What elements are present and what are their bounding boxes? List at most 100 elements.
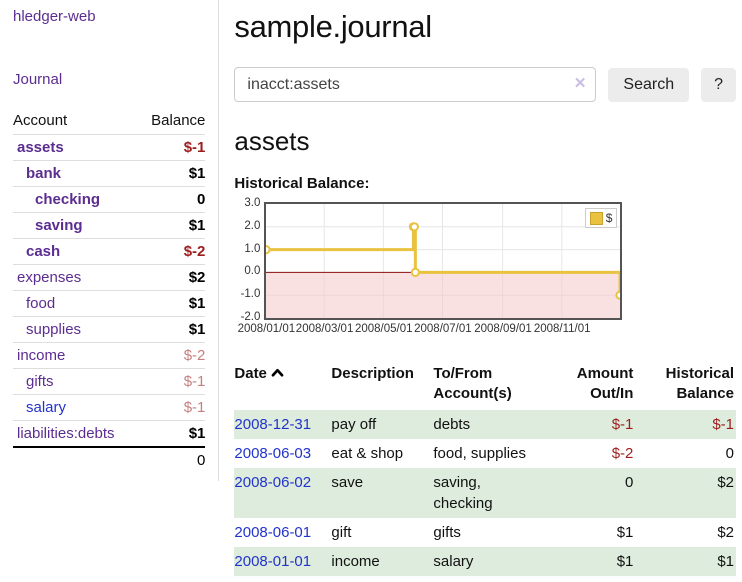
account-row: liabilities:debts $1	[13, 420, 206, 448]
transaction-description: gift	[331, 523, 352, 541]
transaction-row: 2008-06-02 save saving, checking 0 $2	[234, 467, 736, 518]
account-link[interactable]: cash	[26, 243, 61, 260]
column-header-date[interactable]: Date	[234, 364, 331, 410]
accounts-table: Account Balance assets $-1 bank $1 checking 0…	[13, 110, 206, 473]
account-balance: $1	[188, 321, 206, 338]
account-link[interactable]: saving	[35, 217, 83, 234]
sidebar: hledger-web Journal Account Balance asse…	[0, 0, 220, 481]
y-tick-label: 3.0	[244, 197, 261, 209]
account-row: supplies $1	[13, 316, 206, 343]
account-row: expenses $2	[13, 264, 206, 291]
accounts-total: 0	[197, 452, 206, 469]
column-header-accounts: To/From Account(s)	[433, 365, 512, 402]
account-heading: assets	[234, 126, 310, 156]
transaction-row: 2008-12-31 pay off debts $-1 $-1	[234, 409, 736, 439]
transaction-date-link[interactable]: 2008-12-31	[234, 415, 312, 433]
y-tick-label: 2.0	[244, 219, 261, 232]
data-point-marker	[615, 290, 621, 300]
transactions-table: Date Description To/From Account(s) Amount Ou…	[234, 364, 736, 576]
y-tick-label: -1.0	[240, 288, 261, 301]
accounts-header-row: Account Balance	[13, 110, 205, 135]
y-tick-label: 0.0	[244, 265, 261, 278]
transaction-row: 2008-06-01 gift gifts $1 $2	[234, 518, 736, 547]
account-balance: $-1	[183, 399, 206, 416]
account-link[interactable]: checking	[35, 191, 101, 208]
transaction-description: save	[331, 473, 364, 491]
account-balance: $-2	[183, 243, 206, 260]
accounts-header-account: Account	[13, 112, 68, 129]
transaction-amount: $1	[616, 523, 634, 541]
chart-plot: $	[264, 202, 623, 320]
account-link[interactable]: bank	[26, 165, 62, 182]
sort-ascending-icon	[271, 368, 284, 377]
x-tick-label: 2008/03/01	[295, 323, 354, 335]
data-point-marker	[411, 267, 421, 278]
x-tick-label: 2008/01/01	[237, 323, 296, 335]
transaction-accounts: gifts	[433, 523, 461, 541]
sidebar-nav: Journal	[13, 71, 205, 89]
transaction-accounts: food, supplies	[433, 444, 526, 462]
chart-heading: Historical Balance:	[234, 175, 370, 192]
transaction-row: 2008-06-03 eat & shop food, supplies $-2 0	[234, 439, 736, 468]
clear-search-icon[interactable]: ✕	[573, 75, 587, 92]
account-link[interactable]: food	[26, 295, 56, 312]
main-content: sample.journal ✕ Search ? assets Histori…	[219, 0, 742, 576]
x-tick-label: 2008/11/01	[533, 323, 591, 335]
transactions-body: 2008-12-31 pay off debts $-1 $-1 2008-06-03 ea…	[234, 409, 736, 576]
account-row: assets $-1	[13, 134, 206, 161]
help-button[interactable]: ?	[701, 67, 736, 102]
x-tick-label: 2008/07/01	[414, 323, 472, 335]
account-balance: $1	[188, 425, 206, 442]
account-link[interactable]: salary	[26, 399, 67, 416]
account-link[interactable]: gifts	[26, 373, 54, 390]
account-balance: $-1	[183, 139, 206, 156]
transaction-amount: $-2	[611, 444, 634, 462]
account-link[interactable]: income	[17, 347, 66, 364]
transaction-description: pay off	[331, 415, 377, 433]
data-point-marker	[410, 222, 420, 232]
account-row: checking 0	[13, 186, 206, 213]
account-row: income $-2	[13, 342, 206, 369]
transaction-date-link[interactable]: 2008-06-02	[234, 473, 312, 491]
account-row: saving $1	[13, 212, 206, 239]
data-point-marker	[266, 245, 271, 255]
transaction-accounts: salary	[433, 552, 474, 570]
transaction-balance: $2	[717, 473, 734, 491]
sidebar-item-journal[interactable]: Journal	[13, 71, 63, 88]
account-link[interactable]: expenses	[17, 269, 82, 286]
transaction-amount: $1	[616, 552, 634, 570]
brand-link[interactable]: hledger-web	[13, 8, 96, 25]
account-balance: $-2	[183, 347, 206, 364]
account-row: gifts $-1	[13, 368, 206, 395]
historical-balance-chart: 3.0 2.0 1.0 0.0 -1.0 -2.0 $ 2008/01/01 2008/03…	[234, 197, 654, 340]
transaction-accounts: saving, checking	[433, 473, 493, 512]
chart-legend: $	[584, 208, 618, 228]
transaction-balance: $2	[717, 523, 734, 541]
column-header-balance: Historical Balance	[665, 365, 734, 402]
transaction-accounts: debts	[433, 415, 471, 433]
legend-label: $	[605, 211, 613, 225]
transaction-description: income	[331, 552, 380, 570]
search-box: ✕	[234, 67, 597, 102]
x-tick-label: 2008/05/01	[354, 323, 413, 335]
search-bar: ✕ Search ?	[234, 67, 736, 102]
transaction-date-link[interactable]: 2008-01-01	[234, 552, 312, 570]
transaction-date-link[interactable]: 2008-06-03	[234, 444, 312, 462]
transaction-balance: 0	[725, 444, 734, 462]
accounts-table-body: assets $-1 bank $1 checking 0 saving $1 cash $-2 e…	[13, 134, 206, 448]
account-link[interactable]: assets	[17, 139, 64, 156]
transactions-header: Date Description To/From Account(s) Amount Ou…	[234, 364, 736, 410]
transaction-amount: $-1	[611, 415, 634, 433]
transaction-balance: $-1	[712, 415, 734, 433]
transaction-balance: $1	[717, 552, 734, 570]
y-tick-label: -2.0	[240, 311, 261, 323]
search-input[interactable]	[234, 67, 597, 102]
account-balance: $-1	[183, 373, 206, 390]
account-link[interactable]: liabilities:debts	[17, 425, 115, 442]
transaction-description: eat & shop	[331, 444, 404, 462]
account-link[interactable]: supplies	[26, 321, 82, 338]
column-header-description: Description	[331, 365, 414, 382]
search-button[interactable]: Search	[608, 67, 690, 102]
transaction-date-link[interactable]: 2008-06-01	[234, 523, 312, 541]
